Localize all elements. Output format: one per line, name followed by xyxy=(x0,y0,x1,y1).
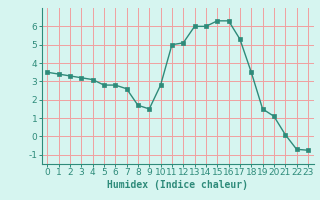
X-axis label: Humidex (Indice chaleur): Humidex (Indice chaleur) xyxy=(107,180,248,190)
